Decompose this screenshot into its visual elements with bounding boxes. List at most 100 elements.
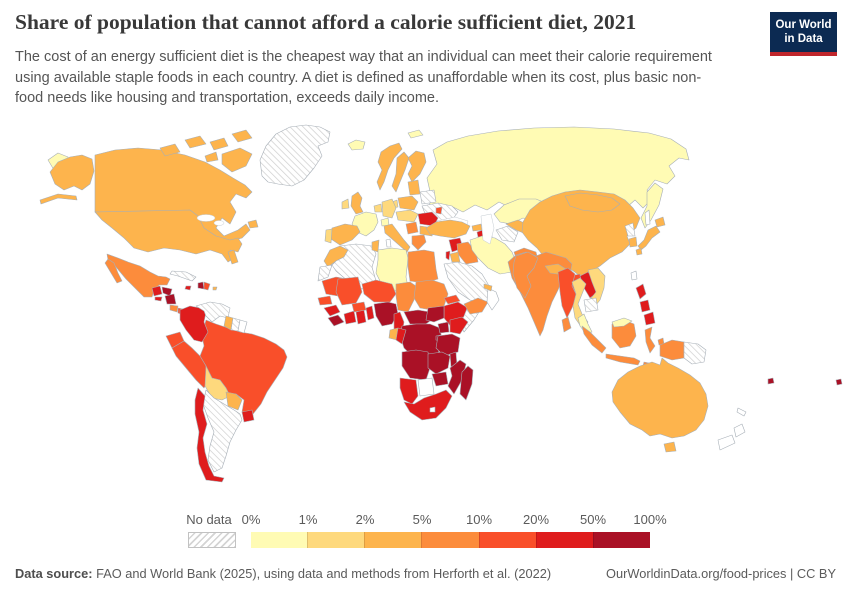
country-chad[interactable] — [395, 281, 417, 313]
country-mongolia[interactable] — [564, 192, 621, 213]
country-nicaragua[interactable] — [164, 293, 177, 305]
country-french-guiana[interactable] — [237, 319, 248, 334]
country-japan-kyushu[interactable] — [635, 247, 643, 256]
country-sakhalin[interactable] — [644, 209, 651, 226]
country-lesotho[interactable] — [429, 406, 436, 413]
country-zimbabwe[interactable] — [431, 371, 449, 387]
country-arctic-island-5[interactable] — [204, 151, 219, 163]
country-poland[interactable] — [397, 195, 419, 211]
country-senegal[interactable] — [317, 295, 333, 306]
country-philippines-visayas[interactable] — [639, 299, 651, 313]
country-germany[interactable] — [381, 198, 397, 219]
country-haiti[interactable] — [197, 281, 205, 290]
country-sardinia[interactable] — [385, 238, 392, 248]
country-georgia[interactable] — [471, 223, 483, 232]
country-sudan[interactable] — [413, 279, 449, 311]
legend-bin[interactable] — [478, 532, 536, 548]
country-uganda[interactable] — [437, 321, 450, 334]
country-iceland[interactable] — [347, 139, 366, 151]
country-sierra-leone-liberia[interactable] — [327, 314, 345, 327]
country-alaska[interactable] — [49, 154, 95, 191]
country-new-caledonia[interactable] — [736, 407, 747, 417]
country-svalbard[interactable] — [407, 129, 424, 139]
country-malaysia-peninsula[interactable] — [577, 313, 593, 335]
country-fiji[interactable] — [767, 377, 775, 385]
country-mexico[interactable] — [106, 253, 171, 298]
country-kenya[interactable] — [449, 316, 469, 335]
country-baja-california[interactable] — [104, 258, 123, 284]
country-sweden[interactable] — [391, 151, 410, 193]
country-botswana[interactable] — [417, 377, 435, 397]
country-pakistan[interactable] — [512, 251, 539, 299]
country-namibia[interactable] — [399, 377, 419, 405]
country-sumatra[interactable] — [581, 325, 607, 354]
country-western-sahara[interactable] — [317, 264, 333, 282]
country-cambodia[interactable] — [583, 297, 599, 313]
country-jamaica[interactable] — [184, 285, 192, 291]
legend-bin[interactable] — [307, 532, 365, 548]
country-ireland[interactable] — [341, 198, 350, 210]
country-japan-hokkaido[interactable] — [654, 216, 666, 228]
legend-bin[interactable] — [421, 532, 479, 548]
legend-no-data-swatch[interactable] — [188, 532, 236, 548]
country-arctic-island-3[interactable] — [209, 137, 229, 151]
country-egypt[interactable] — [407, 249, 439, 284]
owid-logo[interactable]: Our World in Data — [770, 12, 837, 57]
legend-bin[interactable] — [592, 532, 650, 548]
country-pacific-island[interactable] — [835, 378, 843, 386]
country-israel[interactable] — [445, 250, 451, 261]
country-guinea[interactable] — [323, 304, 341, 317]
country-chile[interactable] — [194, 387, 225, 483]
country-el-salvador[interactable] — [154, 296, 163, 302]
country-uruguay[interactable] — [241, 409, 255, 423]
country-moldova[interactable] — [435, 206, 443, 215]
country-dominican-republic[interactable] — [203, 281, 211, 291]
country-newfoundland[interactable] — [247, 219, 259, 229]
country-sulawesi[interactable] — [644, 326, 656, 354]
country-japan-honshu[interactable] — [637, 225, 661, 251]
country-turkmenistan[interactable] — [495, 225, 519, 243]
country-sri-lanka[interactable] — [561, 316, 572, 333]
country-australia[interactable] — [611, 357, 709, 439]
country-finland[interactable] — [407, 150, 427, 183]
country-benelux[interactable] — [373, 203, 383, 213]
footer-link[interactable]: OurWorldinData.org/food-prices | CC BY — [606, 566, 836, 581]
country-guatemala[interactable] — [151, 285, 163, 297]
country-mali[interactable] — [335, 276, 363, 306]
country-uae[interactable] — [483, 283, 493, 292]
country-angola[interactable] — [401, 349, 431, 381]
country-greece[interactable] — [411, 234, 427, 251]
country-arctic-island-4[interactable] — [231, 129, 253, 143]
country-north-korea[interactable] — [624, 222, 636, 237]
country-yemen[interactable] — [463, 297, 489, 315]
country-italy[interactable] — [383, 223, 411, 253]
country-aleutians[interactable] — [39, 193, 78, 205]
country-mozambique[interactable] — [447, 359, 467, 395]
country-south-korea[interactable] — [628, 236, 638, 248]
country-philippines-mindanao[interactable] — [643, 311, 656, 326]
country-papua-new-guinea[interactable] — [683, 341, 707, 365]
country-tasmania[interactable] — [663, 441, 677, 453]
legend-bin[interactable] — [535, 532, 593, 548]
country-greenland[interactable] — [259, 124, 331, 187]
country-argentina[interactable] — [202, 389, 243, 473]
country-balkans[interactable] — [405, 221, 419, 235]
country-philippines-luzon[interactable] — [635, 283, 647, 300]
legend-bin[interactable] — [364, 532, 422, 548]
country-new-zealand-north[interactable] — [733, 423, 746, 438]
country-spain[interactable] — [330, 223, 361, 246]
country-ivory-coast[interactable] — [343, 310, 357, 325]
country-puerto-rico[interactable] — [212, 286, 218, 291]
country-niger[interactable] — [361, 279, 397, 303]
country-turkey[interactable] — [425, 219, 471, 239]
country-eritrea[interactable] — [443, 294, 461, 305]
country-costa-rica[interactable] — [169, 304, 179, 313]
country-baltics[interactable] — [407, 179, 421, 196]
country-tanzania[interactable] — [435, 333, 461, 357]
country-arctic-island-1[interactable] — [159, 143, 181, 157]
country-madagascar[interactable] — [459, 365, 474, 401]
country-togo-benin[interactable] — [365, 305, 375, 321]
legend-bin[interactable] — [251, 532, 308, 548]
country-norway[interactable] — [376, 142, 403, 191]
country-oman[interactable] — [486, 287, 500, 311]
